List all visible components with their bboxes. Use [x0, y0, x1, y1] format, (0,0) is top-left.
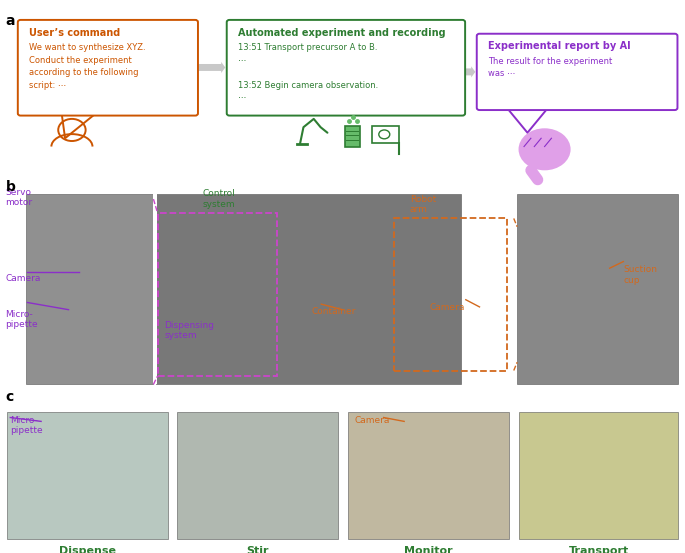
Bar — [7, 412, 168, 539]
Polygon shape — [507, 108, 548, 133]
Text: Automated experiment and recording: Automated experiment and recording — [238, 28, 445, 38]
Bar — [153, 194, 157, 384]
Bar — [345, 126, 360, 147]
Text: b: b — [5, 180, 15, 194]
Text: Stir: Stir — [246, 546, 269, 553]
Text: Robot
arm: Robot arm — [410, 195, 436, 214]
Bar — [514, 194, 517, 384]
FancyBboxPatch shape — [227, 20, 465, 116]
Bar — [394, 218, 507, 371]
Bar — [156, 194, 461, 384]
Text: Container: Container — [312, 307, 356, 316]
Bar — [158, 213, 277, 376]
Text: Servo
motor: Servo motor — [5, 188, 33, 207]
Text: Monitor: Monitor — [404, 546, 453, 553]
Text: Suction
cup: Suction cup — [623, 265, 658, 285]
Bar — [348, 412, 509, 539]
Circle shape — [519, 128, 571, 170]
Text: Camera: Camera — [429, 303, 465, 312]
Text: The result for the experiment
was ⋯: The result for the experiment was ⋯ — [488, 57, 612, 79]
Text: Transport: Transport — [569, 546, 629, 553]
Bar — [177, 412, 338, 539]
Bar — [519, 412, 678, 539]
Text: We want to synthesize XYZ.
Conduct the experiment
according to the following
scr: We want to synthesize XYZ. Conduct the e… — [29, 43, 145, 90]
FancyBboxPatch shape — [18, 20, 198, 116]
Text: Dispense: Dispense — [59, 546, 116, 553]
Text: c: c — [5, 390, 14, 404]
Text: 13:51 Transport precursor A to B.
⋯

13:52 Begin camera observation.
⋯: 13:51 Transport precursor A to B. ⋯ 13:5… — [238, 43, 378, 102]
Polygon shape — [62, 113, 96, 138]
Text: Camera: Camera — [355, 416, 390, 425]
Text: Camera: Camera — [5, 274, 41, 283]
Text: a: a — [5, 14, 15, 28]
Bar — [26, 194, 153, 384]
Text: Micro-
pipette: Micro- pipette — [5, 310, 38, 329]
Text: Micro-
pipette: Micro- pipette — [10, 416, 43, 435]
Text: Dispensing
system: Dispensing system — [164, 321, 214, 340]
FancyBboxPatch shape — [477, 34, 677, 110]
Bar — [372, 126, 399, 143]
Bar — [517, 194, 678, 384]
Text: Control
system: Control system — [202, 189, 235, 208]
Text: User’s command: User’s command — [29, 28, 120, 38]
Text: Experimental report by AI: Experimental report by AI — [488, 41, 630, 51]
